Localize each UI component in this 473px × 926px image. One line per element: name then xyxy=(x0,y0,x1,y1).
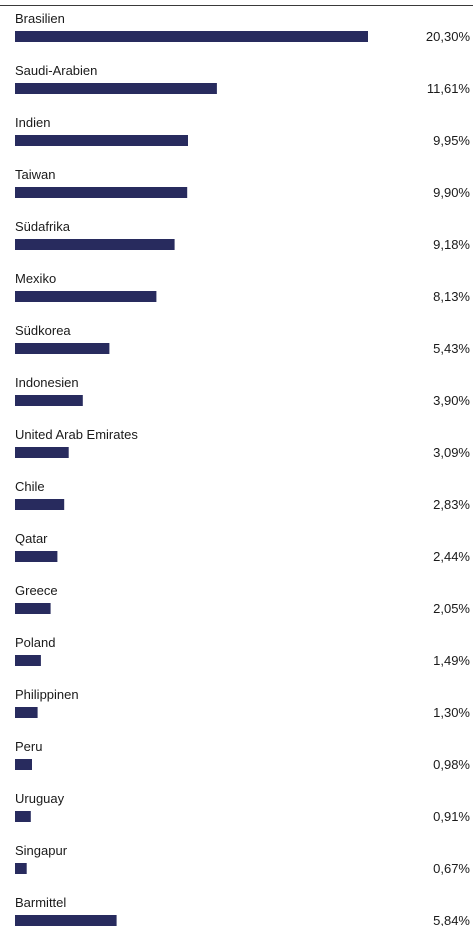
bar xyxy=(15,187,188,198)
value-label: 9,90% xyxy=(433,185,470,200)
value-label: 9,18% xyxy=(433,237,470,252)
value-label: 9,95% xyxy=(433,133,470,148)
category-label: United Arab Emirates xyxy=(15,427,138,442)
value-label: 5,43% xyxy=(433,341,470,356)
category-label: Indien xyxy=(15,115,50,130)
category-label: Barmittel xyxy=(15,895,66,910)
value-label: 2,05% xyxy=(433,601,470,616)
category-label: Chile xyxy=(15,479,45,494)
category-label: Philippinen xyxy=(15,687,79,702)
bar xyxy=(15,343,110,354)
category-label: Südkorea xyxy=(15,323,71,338)
bar xyxy=(15,83,217,94)
category-label: Singapur xyxy=(15,843,68,858)
value-label: 0,91% xyxy=(433,809,470,824)
bar xyxy=(15,759,32,770)
bar xyxy=(15,707,38,718)
category-label: Südafrika xyxy=(15,219,71,234)
value-label: 3,09% xyxy=(433,445,470,460)
value-label: 3,90% xyxy=(433,393,470,408)
category-label: Brasilien xyxy=(15,11,65,26)
bar xyxy=(15,863,27,874)
bar xyxy=(15,551,58,562)
value-label: 1,30% xyxy=(433,705,470,720)
bar xyxy=(15,603,51,614)
value-label: 5,84% xyxy=(433,913,470,926)
bar xyxy=(15,31,368,42)
value-label: 2,83% xyxy=(433,497,470,512)
bar xyxy=(15,915,117,926)
bar xyxy=(15,239,175,250)
value-label: 20,30% xyxy=(426,29,471,44)
category-label: Saudi-Arabien xyxy=(15,63,97,78)
category-label: Mexiko xyxy=(15,271,56,286)
category-label: Qatar xyxy=(15,531,48,546)
category-label: Uruguay xyxy=(15,791,65,806)
value-label: 2,44% xyxy=(433,549,470,564)
value-label: 1,49% xyxy=(433,653,470,668)
bar xyxy=(15,447,69,458)
value-label: 0,98% xyxy=(433,757,470,772)
value-label: 8,13% xyxy=(433,289,470,304)
bar xyxy=(15,291,157,302)
category-label: Greece xyxy=(15,583,58,598)
category-label: Poland xyxy=(15,635,55,650)
category-label: Peru xyxy=(15,739,42,754)
category-label: Indonesien xyxy=(15,375,79,390)
bar xyxy=(15,395,83,406)
value-label: 0,67% xyxy=(433,861,470,876)
top-rule xyxy=(0,5,473,6)
bar xyxy=(15,499,65,510)
category-label: Taiwan xyxy=(15,167,55,182)
bar xyxy=(15,811,31,822)
bar xyxy=(15,655,41,666)
bar xyxy=(15,135,188,146)
chart-rows: Brasilien 20,30% Saudi-Arabien 11,61% Indien… xyxy=(15,11,470,926)
value-label: 11,61% xyxy=(427,81,471,96)
